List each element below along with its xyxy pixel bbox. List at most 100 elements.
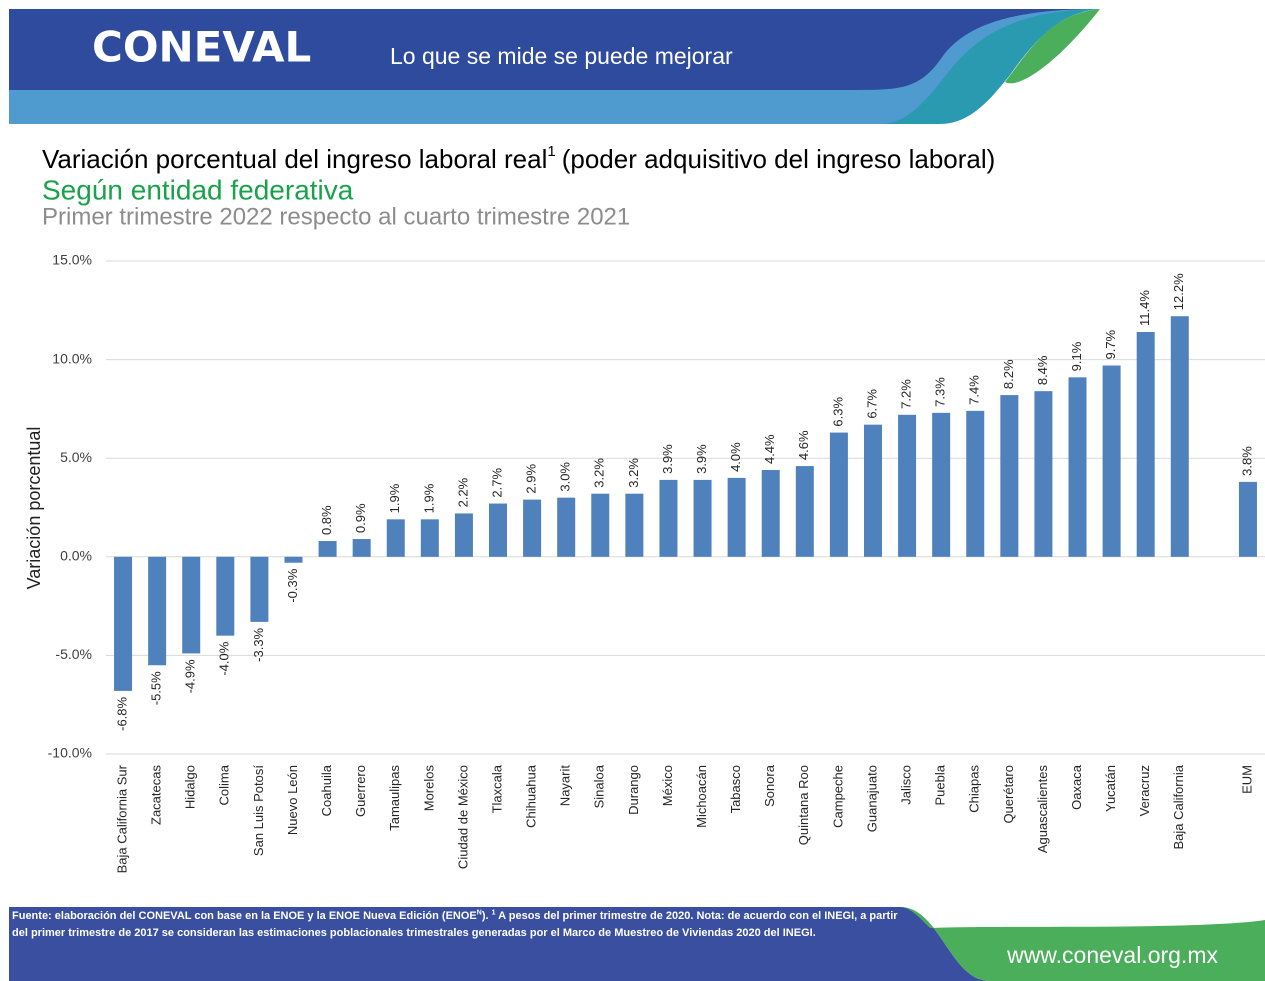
x-tick-label: Quintana Roo — [796, 765, 811, 845]
x-tick-label: México — [660, 765, 675, 806]
header-right — [940, 9, 1265, 124]
bar — [557, 497, 576, 557]
value-label: 1.9% — [387, 483, 402, 513]
bar — [932, 412, 951, 557]
value-label: 2.7% — [489, 467, 504, 497]
value-label: 1.9% — [421, 483, 436, 513]
value-label: 7.3% — [933, 377, 948, 407]
header-swoosh-teal — [880, 9, 1100, 124]
subtitle2: Primer trimestre 2022 respecto al cuarto… — [42, 203, 630, 230]
value-label: 8.2% — [1001, 359, 1016, 389]
value-label: 8.4% — [1035, 355, 1050, 385]
x-tick-label: Baja California Sur — [114, 764, 129, 873]
x-tick-label: Nuevo León — [285, 765, 300, 835]
x-tick-label: Zacatecas — [149, 765, 164, 825]
bar — [727, 477, 746, 557]
source-text: A pesos del primer trimestre de 2020. No… — [12, 910, 898, 939]
title-rest: (poder adquisitivo del ingreso laboral) — [562, 144, 996, 174]
value-label: 6.3% — [830, 396, 845, 426]
x-tick-label: Veracruz — [1137, 765, 1152, 816]
x-tick-label: Guerrero — [353, 765, 368, 817]
source-note: Fuente: elaboración del CONEVAL con base… — [12, 908, 912, 942]
value-label: -4.0% — [217, 641, 232, 675]
logo: CONEVAL — [92, 23, 311, 72]
bar — [795, 466, 814, 557]
header-swoosh-green — [1005, 9, 1100, 84]
x-tick-label: Tlaxcala — [489, 764, 504, 813]
bar — [829, 432, 848, 557]
source-sup: N — [476, 909, 482, 917]
bar — [1102, 365, 1121, 557]
x-tick-label: Coahuila — [319, 764, 334, 816]
x-tick-label: Querétaro — [1001, 765, 1016, 824]
bar — [250, 556, 269, 622]
bar — [148, 556, 167, 666]
x-tick-label: Morelos — [421, 765, 436, 812]
value-label: 3.8% — [1239, 446, 1254, 476]
y-tick-label: 10.0% — [52, 350, 92, 366]
y-tick-label: -5.0% — [55, 646, 92, 662]
y-tick-label: 15.0% — [52, 252, 92, 268]
y-tick-label: -10.0% — [48, 745, 92, 761]
x-tick-label: Campeche — [830, 765, 845, 828]
value-label: 0.9% — [353, 503, 368, 533]
x-tick-label: EUM — [1239, 765, 1254, 794]
value-label: 7.4% — [967, 375, 982, 405]
value-label: 11.4% — [1137, 290, 1152, 326]
bar — [966, 410, 985, 557]
bar — [659, 479, 678, 557]
bar — [489, 503, 508, 557]
footer-green — [900, 907, 1265, 981]
x-tick-label: Chiapas — [967, 765, 982, 813]
value-label: 3.0% — [558, 462, 573, 492]
slogan: Lo que se mide se puede mejorar — [390, 43, 733, 69]
bar — [386, 519, 405, 557]
value-label: 9.1% — [1069, 341, 1084, 371]
x-tick-label: Durango — [626, 765, 641, 815]
value-label: 3.2% — [592, 458, 607, 488]
x-tick-label: Michoacán — [694, 765, 709, 828]
x-tick-label: Chihuahua — [524, 764, 539, 828]
bar — [114, 556, 133, 691]
header-band-dark — [9, 9, 1100, 90]
value-label: 3.9% — [694, 444, 709, 474]
value-label: -4.9% — [183, 659, 198, 693]
bar — [1000, 395, 1019, 557]
bar — [523, 499, 542, 557]
x-tick-label: Yucatán — [1103, 765, 1118, 812]
value-label: 3.9% — [660, 444, 675, 474]
bar — [863, 424, 882, 557]
x-tick-label: Puebla — [933, 764, 948, 805]
source-text: ). — [481, 910, 492, 922]
footer-blue — [9, 907, 990, 981]
x-tick-label: Sonora — [762, 764, 777, 807]
chart-title: Variación porcentual del ingreso laboral… — [42, 143, 995, 174]
bar — [216, 556, 235, 636]
x-tick-label: Tamaulipas — [387, 765, 402, 831]
x-tick-label: Baja California — [1171, 764, 1186, 849]
title-main: Variación porcentual del ingreso laboral… — [42, 144, 547, 174]
source-text: Fuente: elaboración del CONEVAL con base… — [12, 910, 477, 922]
bar — [454, 513, 473, 557]
bar — [1170, 316, 1189, 557]
x-tick-label: Sinaloa — [592, 764, 607, 808]
bar — [182, 556, 201, 654]
website: www.coneval.org.mx — [1006, 942, 1218, 968]
bar — [420, 519, 439, 557]
value-label: 2.9% — [524, 464, 539, 494]
source-sup: 1 — [491, 909, 496, 917]
bar — [693, 479, 712, 557]
bar — [1068, 377, 1087, 557]
bar — [1034, 391, 1053, 557]
x-tick-label: Aguascalientes — [1035, 765, 1050, 854]
y-tick-label: 5.0% — [60, 449, 92, 465]
value-label: 3.2% — [626, 458, 641, 488]
subtitle: Según entidad federativa — [42, 174, 354, 205]
x-tick-label: Ciudad de México — [455, 765, 470, 869]
title-superscript: 1 — [547, 143, 555, 160]
x-tick-label: Colima — [217, 764, 232, 805]
x-tick-label: Nayarit — [558, 765, 573, 807]
x-tick-label: San Luis Potosí — [251, 765, 266, 856]
